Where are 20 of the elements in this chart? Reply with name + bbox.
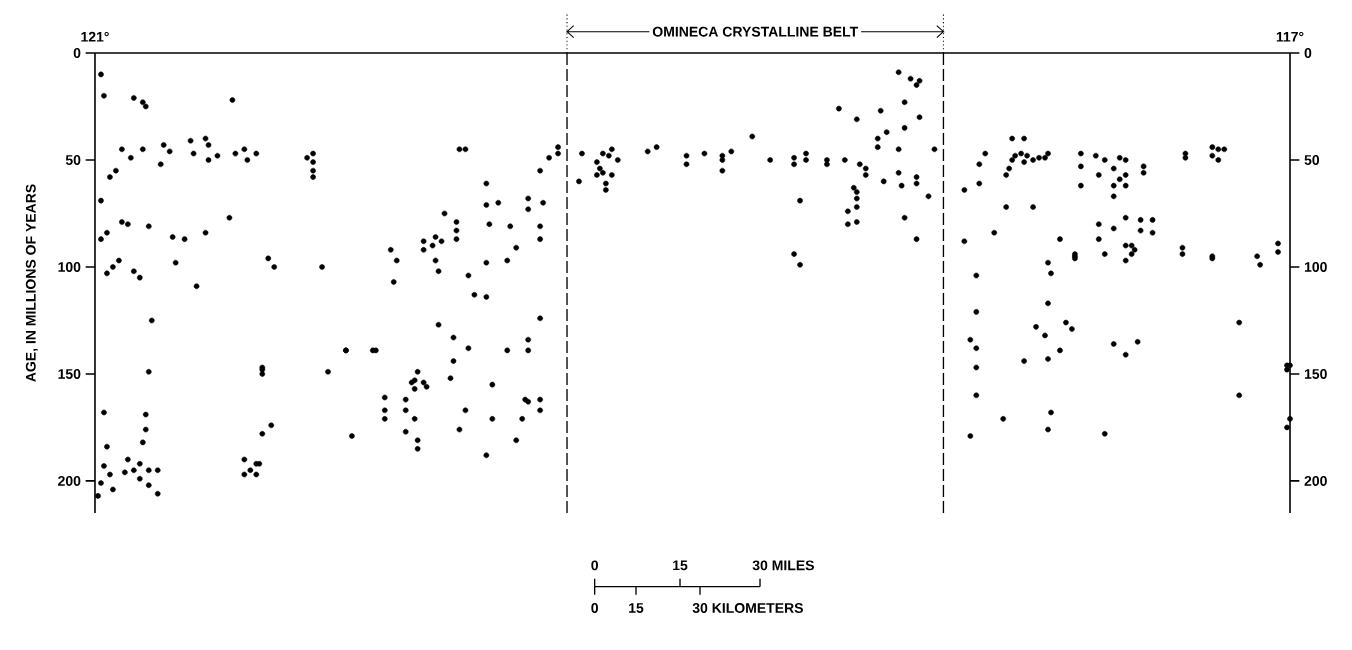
y2-tick-label: 100 (1304, 262, 1327, 272)
text: OMINECA CRYSTALLINE BELT (652, 26, 858, 37)
y-tick-label: 0 (73, 48, 81, 58)
y-axis-title: AGE, IN MILLIONS OF YEARS (25, 184, 38, 382)
y-tick-label: 100 (58, 262, 81, 272)
text: 15 (629, 603, 644, 613)
y-tick-label: 200 (58, 475, 81, 486)
x-tick-label: 121° (81, 31, 109, 42)
text: 0 (591, 560, 598, 571)
y-tick-label: 150 (58, 368, 81, 379)
y2-tick-label: 0 (1304, 48, 1312, 58)
text: 15 (673, 560, 688, 571)
text: 30 MILES (752, 560, 814, 571)
y2-tick-label: 200 (1304, 475, 1327, 486)
y2-tick-label: 50 (1304, 155, 1320, 165)
text: 0 (591, 603, 598, 613)
text: 30 KILOMETERS (692, 603, 803, 613)
y-tick-label: 50 (65, 155, 81, 165)
x-tick-label: 117° (1276, 31, 1304, 42)
y2-tick-label: 150 (1304, 368, 1327, 379)
